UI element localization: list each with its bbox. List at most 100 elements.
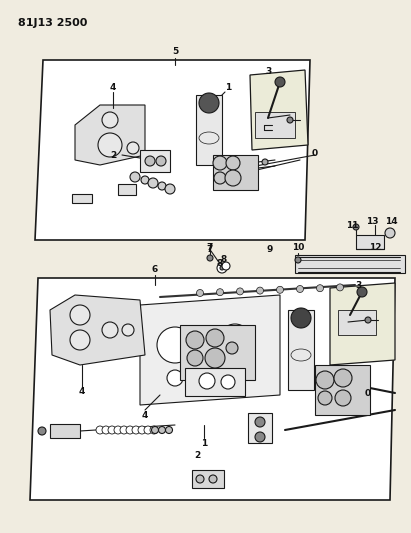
Text: 9: 9 bbox=[267, 246, 273, 254]
Circle shape bbox=[157, 327, 193, 363]
Bar bbox=[288, 310, 314, 390]
Text: 0: 0 bbox=[365, 389, 371, 398]
Circle shape bbox=[196, 289, 203, 296]
Circle shape bbox=[226, 342, 238, 354]
Text: 13: 13 bbox=[366, 217, 378, 227]
Circle shape bbox=[158, 182, 166, 190]
Text: 4: 4 bbox=[142, 410, 148, 419]
Circle shape bbox=[122, 324, 134, 336]
Circle shape bbox=[353, 224, 359, 230]
Circle shape bbox=[236, 288, 243, 295]
Circle shape bbox=[385, 228, 395, 238]
Circle shape bbox=[114, 426, 122, 434]
Circle shape bbox=[102, 426, 110, 434]
Circle shape bbox=[98, 133, 122, 157]
Circle shape bbox=[108, 426, 116, 434]
Circle shape bbox=[335, 390, 351, 406]
Text: 14: 14 bbox=[385, 217, 397, 227]
Bar bbox=[315, 365, 370, 415]
Circle shape bbox=[255, 417, 265, 427]
Text: 8: 8 bbox=[217, 259, 223, 268]
Circle shape bbox=[217, 263, 227, 273]
Bar bbox=[295, 255, 405, 273]
Circle shape bbox=[206, 329, 224, 347]
Bar bbox=[338, 310, 376, 335]
Circle shape bbox=[159, 426, 166, 433]
Bar bbox=[196, 95, 222, 165]
Polygon shape bbox=[35, 60, 310, 240]
Circle shape bbox=[225, 170, 241, 186]
Text: 6: 6 bbox=[152, 265, 158, 274]
Bar bbox=[118, 184, 136, 195]
Circle shape bbox=[226, 156, 240, 170]
Circle shape bbox=[334, 369, 352, 387]
Circle shape bbox=[141, 176, 149, 184]
Polygon shape bbox=[140, 295, 280, 405]
Text: 11: 11 bbox=[346, 221, 358, 230]
Bar bbox=[72, 194, 92, 203]
Circle shape bbox=[220, 266, 224, 270]
Circle shape bbox=[209, 475, 217, 483]
Polygon shape bbox=[30, 278, 395, 500]
Polygon shape bbox=[330, 283, 395, 365]
Text: 4: 4 bbox=[79, 387, 85, 397]
Bar bbox=[185, 368, 245, 396]
Text: 81J13 2500: 81J13 2500 bbox=[18, 18, 88, 28]
Text: 1: 1 bbox=[225, 84, 231, 93]
Text: 3: 3 bbox=[355, 280, 361, 289]
Bar bbox=[213, 155, 258, 190]
Circle shape bbox=[152, 426, 159, 433]
Text: 4: 4 bbox=[110, 84, 116, 93]
Circle shape bbox=[120, 426, 128, 434]
Bar bbox=[180, 325, 255, 380]
Circle shape bbox=[296, 286, 303, 293]
Circle shape bbox=[217, 289, 224, 296]
Circle shape bbox=[166, 426, 173, 433]
Circle shape bbox=[225, 365, 245, 385]
Text: 2: 2 bbox=[194, 451, 200, 461]
Circle shape bbox=[126, 426, 134, 434]
Circle shape bbox=[70, 330, 90, 350]
Circle shape bbox=[365, 317, 371, 323]
Circle shape bbox=[199, 93, 219, 113]
Circle shape bbox=[255, 432, 265, 442]
Text: 5: 5 bbox=[172, 47, 178, 56]
Circle shape bbox=[291, 308, 311, 328]
Ellipse shape bbox=[199, 132, 219, 144]
Circle shape bbox=[275, 77, 285, 87]
Circle shape bbox=[130, 172, 140, 182]
Circle shape bbox=[145, 156, 155, 166]
Circle shape bbox=[357, 287, 367, 297]
Bar bbox=[140, 150, 170, 172]
Text: 0: 0 bbox=[312, 149, 318, 157]
Circle shape bbox=[187, 350, 203, 366]
Circle shape bbox=[196, 475, 204, 483]
Circle shape bbox=[295, 257, 301, 263]
Circle shape bbox=[213, 156, 227, 170]
Polygon shape bbox=[250, 70, 308, 150]
Circle shape bbox=[262, 159, 268, 165]
Circle shape bbox=[96, 426, 104, 434]
Circle shape bbox=[214, 172, 226, 184]
Text: 7: 7 bbox=[207, 246, 213, 254]
Polygon shape bbox=[75, 105, 145, 165]
Text: 8: 8 bbox=[221, 255, 227, 264]
Circle shape bbox=[316, 285, 323, 292]
Circle shape bbox=[138, 426, 146, 434]
Text: 10: 10 bbox=[292, 244, 304, 253]
Circle shape bbox=[337, 284, 344, 291]
Text: 7: 7 bbox=[207, 243, 213, 252]
Circle shape bbox=[318, 391, 332, 405]
Circle shape bbox=[219, 324, 251, 356]
Circle shape bbox=[199, 373, 215, 389]
Circle shape bbox=[102, 112, 118, 128]
Text: 3: 3 bbox=[265, 68, 271, 77]
Bar bbox=[192, 470, 224, 488]
Circle shape bbox=[70, 305, 90, 325]
Circle shape bbox=[165, 184, 175, 194]
Polygon shape bbox=[50, 295, 145, 365]
Circle shape bbox=[102, 322, 118, 338]
Circle shape bbox=[222, 262, 230, 270]
Circle shape bbox=[221, 375, 235, 389]
Circle shape bbox=[207, 255, 213, 261]
